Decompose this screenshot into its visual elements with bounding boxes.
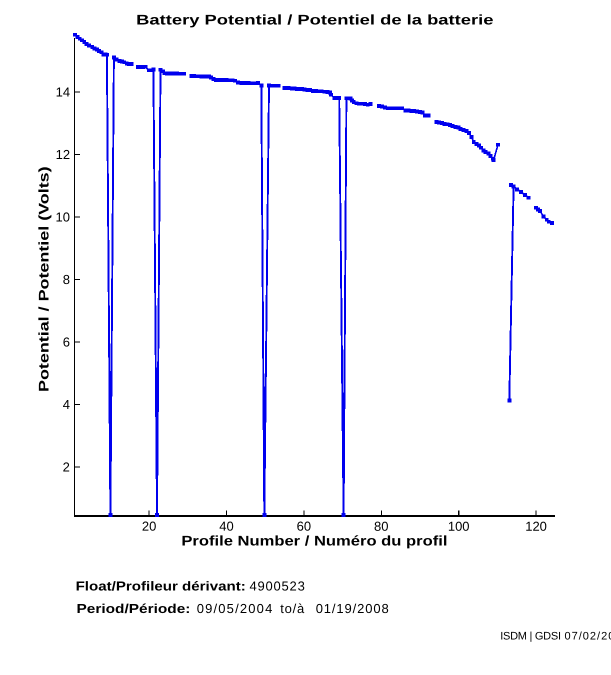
svg-text:4900523: 4900523 [250,578,305,593]
svg-text:Profile Number / Numéro du pro: Profile Number / Numéro du profil [181,532,447,548]
svg-text:60: 60 [297,519,311,534]
svg-text:100: 100 [448,519,470,534]
svg-text:6: 6 [63,334,70,349]
svg-text:09/05/2004: 09/05/2004 [197,601,273,616]
svg-text:40: 40 [219,519,233,534]
svg-text:Potential / Potentiel (Volts): Potential / Potentiel (Volts) [36,166,52,392]
svg-text:20: 20 [142,519,156,534]
svg-text:01/19/2008: 01/19/2008 [316,601,389,616]
svg-text:10: 10 [56,209,70,224]
svg-text:8: 8 [63,272,70,287]
svg-text:14: 14 [56,84,70,99]
svg-text:to/à: to/à [280,601,305,616]
svg-text:07/02/2011: 07/02/2011 [565,631,611,643]
svg-text:Period/Période:: Period/Période: [77,601,191,616]
svg-text:2: 2 [63,459,70,474]
svg-text:Battery Potential / Potentiel: Battery Potential / Potentiel de la batt… [136,11,494,27]
svg-text:12: 12 [56,147,70,162]
svg-text:4: 4 [63,397,70,412]
svg-text:80: 80 [374,519,388,534]
svg-text:ISDM | GDSI: ISDM | GDSI [500,631,561,643]
svg-text:120: 120 [525,519,547,534]
svg-text:Float/Profileur dérivant:: Float/Profileur dérivant: [76,578,246,593]
